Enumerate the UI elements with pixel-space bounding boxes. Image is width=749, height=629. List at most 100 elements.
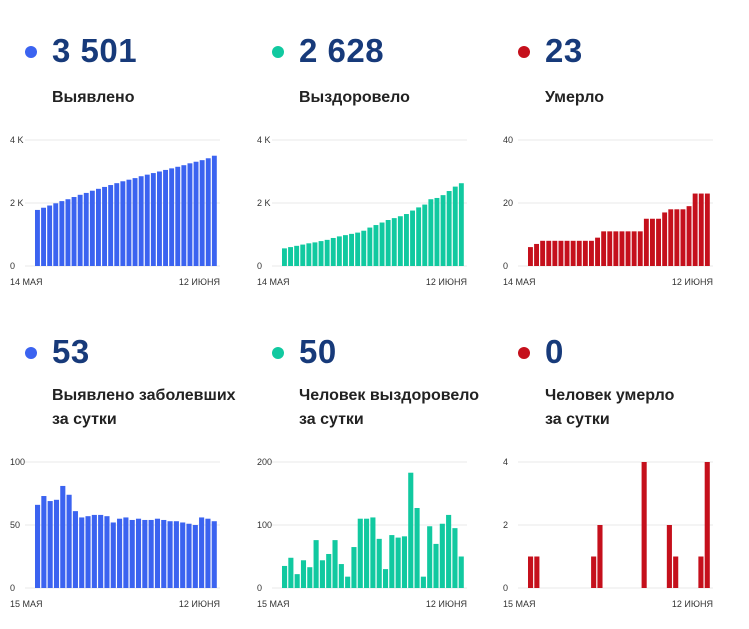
x-tick-label-end: 12 ИЮНЯ	[426, 599, 467, 609]
bar-chart-cases-total: 0 2 K 4 K 14 МАЯ 12 ИЮНЯ	[10, 136, 220, 287]
bar	[53, 499, 60, 588]
stat-card-cases-total: 3 501 Выявлено	[25, 32, 245, 322]
y-tick-label: 4	[503, 458, 508, 467]
bar	[126, 179, 132, 266]
y-tick-label: 0	[10, 261, 15, 271]
bar	[589, 240, 594, 266]
bar	[343, 235, 348, 266]
bar	[410, 210, 415, 266]
bar	[89, 190, 95, 266]
bar	[41, 207, 46, 266]
bar	[397, 216, 403, 266]
bar	[427, 526, 433, 588]
stat-value: 0	[545, 333, 564, 370]
bar	[704, 462, 710, 588]
bar	[96, 188, 101, 266]
bar	[148, 519, 154, 588]
bar	[318, 241, 324, 266]
bar	[47, 205, 53, 266]
bar	[389, 535, 395, 588]
bar	[439, 523, 445, 588]
y-tick-label: 0	[503, 261, 508, 271]
x-tick-label-end: 12 ИЮНЯ	[672, 277, 713, 287]
bar	[408, 472, 414, 588]
bar	[211, 155, 217, 266]
bar	[370, 517, 376, 588]
bar	[534, 243, 539, 266]
bar	[540, 240, 546, 266]
bar	[326, 553, 332, 588]
bar-chart-recovered-total: 0 2 K 4 K 14 МАЯ 12 ИЮНЯ	[257, 136, 467, 287]
bar	[698, 556, 704, 588]
bar	[154, 518, 161, 588]
stat-card-cases-daily: 53 Выявлено заболевших за сутки	[25, 333, 245, 623]
bar	[85, 516, 91, 588]
stat-label: за сутки	[299, 411, 364, 428]
bar	[338, 564, 344, 588]
bar	[434, 197, 440, 266]
stat-value: 3 501	[52, 32, 138, 69]
bar	[379, 222, 385, 266]
y-tick-label: 2 K	[257, 198, 271, 208]
bar	[132, 178, 138, 266]
bar	[114, 183, 120, 266]
bar	[576, 240, 582, 266]
bar	[376, 538, 382, 588]
bar	[674, 209, 680, 266]
bar	[205, 518, 211, 588]
bar	[330, 237, 336, 266]
bar	[582, 240, 588, 266]
bar	[163, 169, 168, 266]
bar	[428, 199, 434, 266]
bar	[607, 231, 613, 266]
bar	[211, 521, 217, 588]
bar	[71, 197, 77, 266]
legend-dot-icon	[518, 46, 530, 58]
bar	[324, 239, 330, 266]
stat-label: за сутки	[52, 411, 117, 428]
bar	[157, 171, 162, 266]
bar	[181, 165, 187, 266]
bar	[294, 245, 300, 266]
x-tick-label-start: 15 МАЯ	[10, 599, 43, 609]
bar	[60, 485, 66, 588]
bar	[108, 185, 114, 266]
bar	[433, 543, 439, 588]
bar	[534, 556, 540, 588]
bar	[66, 494, 72, 588]
bar	[288, 557, 294, 588]
bar	[591, 556, 597, 588]
bar	[187, 163, 193, 266]
x-tick-label-start: 14 МАЯ	[503, 277, 536, 287]
bar	[349, 233, 354, 266]
bar	[373, 225, 379, 266]
y-tick-label: 4 K	[257, 136, 271, 145]
bar	[47, 501, 53, 588]
bar	[650, 218, 655, 266]
bar	[401, 536, 408, 588]
legend-dot-icon	[272, 46, 284, 58]
bar-chart-cases-daily: 0 50 100 15 МАЯ 12 ИЮНЯ	[10, 458, 220, 609]
bar	[332, 540, 338, 588]
bar	[288, 247, 293, 266]
bar-chart-deaths-total: 0 20 40 14 МАЯ 12 ИЮНЯ	[503, 136, 713, 287]
legend-dot-icon	[272, 347, 284, 359]
bar	[656, 218, 661, 266]
bar	[601, 231, 607, 266]
bar	[351, 547, 357, 588]
y-tick-label: 50	[10, 520, 20, 530]
bar	[637, 231, 643, 266]
bar	[173, 521, 179, 588]
bar	[312, 242, 318, 267]
bar	[446, 191, 452, 266]
bar	[282, 565, 288, 588]
bar	[625, 231, 631, 266]
bar	[458, 556, 464, 588]
bar	[300, 244, 306, 266]
bar	[169, 168, 175, 266]
bar	[391, 218, 397, 266]
bar	[422, 204, 428, 266]
bar	[643, 218, 649, 266]
bar	[528, 247, 533, 266]
bar	[414, 507, 420, 588]
